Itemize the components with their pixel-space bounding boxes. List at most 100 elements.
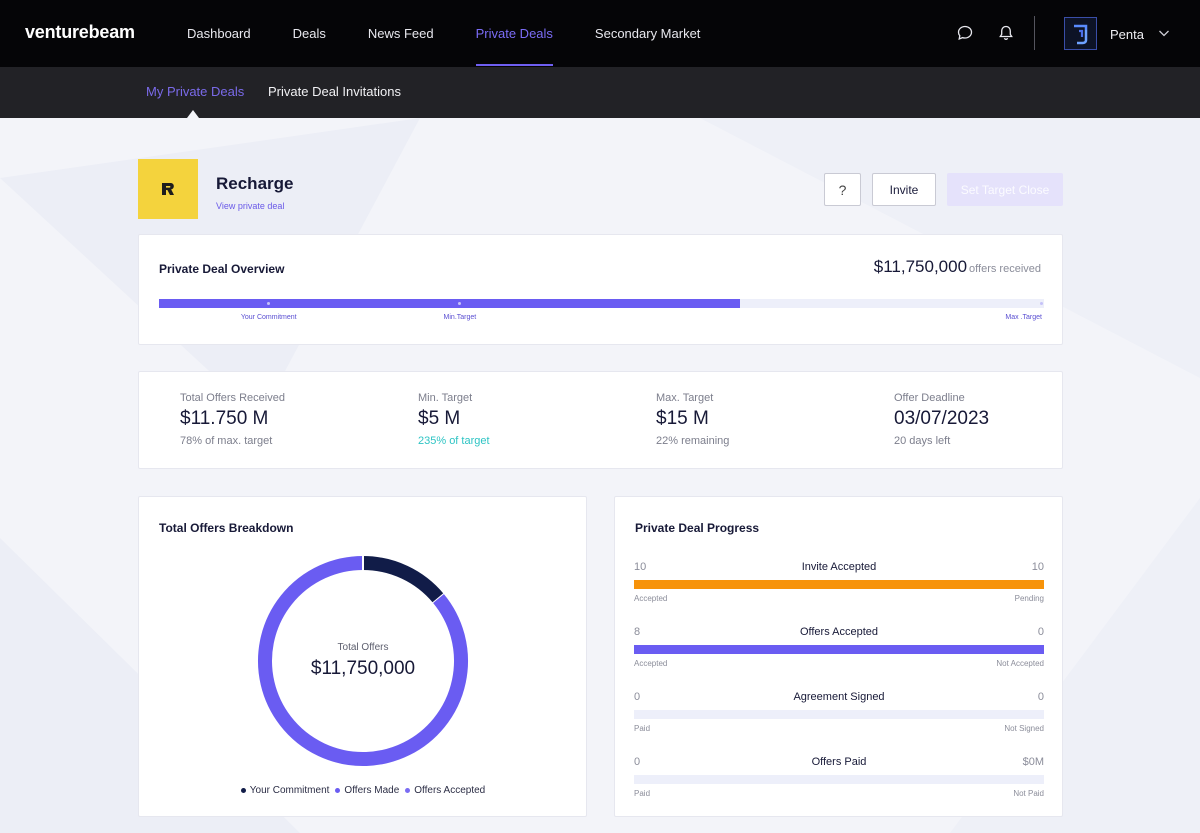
help-button[interactable]: ? [824,173,861,206]
nav-secondary-market[interactable]: Secondary Market [594,26,701,41]
stat-max-target: Max. Target $15 M 22% remaining [656,392,729,447]
overview-marker-label: Max .Target [1005,314,1042,321]
stat-label: Offer Deadline [894,392,965,404]
nav-private-deals[interactable]: Private Deals [475,0,554,67]
progress-right-label: Not Signed [1004,724,1044,733]
top-navbar: venturebeam Dashboard Deals News Feed Pr… [0,0,1200,67]
donut-segment[interactable] [362,556,444,604]
donut-chart: Total Offers $11,750,000 [256,554,470,768]
progress-left-label: Paid [634,724,651,733]
chevron-down-icon[interactable] [1158,28,1170,38]
stat-offer-deadline: Offer Deadline 03/07/2023 20 days left [894,392,989,447]
progress-row-footer: Accepted Not Accepted [634,659,1044,669]
overview-progress-fill [159,299,740,308]
tab-my-private-deals[interactable]: My Private Deals [146,84,245,99]
donut-svg [258,555,468,766]
overview-marker-label: Your Commitment [240,314,297,321]
overview-marker-label: Min.Target [443,314,477,321]
invite-button[interactable]: Invite [872,173,936,206]
legend-dot [335,788,341,793]
company-logo [138,159,198,219]
set-target-close-button[interactable]: Set Target Close [947,173,1063,206]
overview-amount-suffix: offers received [969,263,1041,275]
overview-card: Private Deal Overview $11,750,000 offers … [138,234,1063,345]
progress-row-header: 10 Invite Accepted 10 [634,561,1044,575]
legend-label: Offers Made [344,785,400,796]
breakdown-title: Total Offers Breakdown [159,521,294,535]
progress-left-value: 0 [634,691,641,703]
view-private-deal-link[interactable]: View private deal [216,201,285,211]
progress-row: 10 Invite Accepted 10 Accepted Pending [634,561,1044,604]
stats-card: Total Offers Received $11.750 M 78% of m… [138,371,1063,469]
stat-label: Max. Target [656,392,714,404]
progress-row-header: 8 Offers Accepted 0 [634,626,1044,640]
user-logo-icon [1073,24,1087,44]
overview-marker-dot [458,302,462,305]
progress-row-title: Invite Accepted [801,561,877,573]
donut-center-value: $11,750,000 [310,658,416,679]
legend-label: Offers Accepted [414,785,486,796]
nav-news-feed[interactable]: News Feed [367,26,434,41]
brand-logo[interactable]: venturebeam [25,22,135,42]
progress-row-title: Offers Accepted [799,626,879,638]
stat-sub: 20 days left [894,435,951,447]
main-nav: Dashboard Deals News Feed Private Deals … [187,0,742,67]
overview-marker-dot [267,302,271,305]
breakdown-card: Total Offers Breakdown Total Offers $11,… [138,496,587,817]
stat-sub: 78% of max. target [180,435,273,447]
donut-center-label: Total Offers [337,642,389,653]
progress-row-footer: Accepted Pending [634,594,1044,604]
donut-segment[interactable] [258,556,468,766]
legend-label: Your Commitment [249,785,330,796]
chat-icon[interactable] [956,24,974,42]
legend-dot [240,788,246,793]
legend-item[interactable]: Offers Accepted [405,785,485,796]
progress-right-label: Not Accepted [996,659,1044,668]
tab-private-deal-invitations[interactable]: Private Deal Invitations [268,84,401,99]
donut-legend: Your Commitment Offers Made Offers Accepte… [139,785,587,796]
progress-right-value: $0M [1022,756,1044,768]
progress-right-value: 10 [1031,561,1044,573]
progress-left-value: 0 [634,756,641,768]
progress-row-title: Agreement Signed [793,691,885,703]
overview-marker-dot [1039,302,1043,305]
progress-row-title: Offers Paid [811,756,867,768]
progress-card: Private Deal Progress 10 Invite Accepted 1… [614,496,1063,817]
progress-right-value: 0 [1037,691,1044,703]
progress-right-label: Pending [1014,594,1044,603]
user-name[interactable]: Penta [1110,27,1144,42]
progress-title: Private Deal Progress [635,521,760,535]
progress-left-value: 8 [634,626,641,638]
overview-progress-bar [159,299,1044,308]
stat-label: Total Offers Received [180,392,285,404]
overview-title: Private Deal Overview [159,262,285,276]
bell-icon[interactable] [997,24,1015,42]
stat-sub: 22% remaining [656,435,730,447]
progress-bar [634,580,1044,589]
progress-bar-fill [634,580,1044,589]
progress-left-value: 10 [634,561,647,573]
stat-value: $11.750 M [180,408,269,429]
progress-row: 8 Offers Accepted 0 Accepted Not Accepted [634,626,1044,669]
overview-amount-value: $11,750,000 [873,257,968,276]
avatar[interactable] [1064,17,1097,50]
legend-item[interactable]: Offers Made [335,785,399,796]
progress-bar [634,710,1044,719]
progress-left-label: Accepted [634,659,668,668]
stat-value: 03/07/2023 [894,408,990,429]
stat-min-target: Min. Target $5 M 235% of target [418,392,490,447]
progress-row-header: 0 Agreement Signed 0 [634,691,1044,705]
donut-center: Total Offers $11,750,000 [256,554,470,768]
nav-dashboard[interactable]: Dashboard [187,26,251,41]
nav-deals[interactable]: Deals [292,26,326,41]
stat-value: $15 M [656,408,709,429]
overview-amount: $11,750,000 offers received [874,257,1041,277]
stat-sub: 235% of target [418,435,490,447]
progress-bar-fill [634,645,1044,654]
progress-row: 0 Agreement Signed 0 Paid Not Signed [634,691,1044,734]
legend-item[interactable]: Your Commitment [240,785,330,796]
progress-bar [634,775,1044,784]
progress-left-label: Paid [634,789,651,798]
active-tab-caret [187,110,199,118]
progress-row: 0 Offers Paid $0M Paid Not Paid [634,756,1044,799]
